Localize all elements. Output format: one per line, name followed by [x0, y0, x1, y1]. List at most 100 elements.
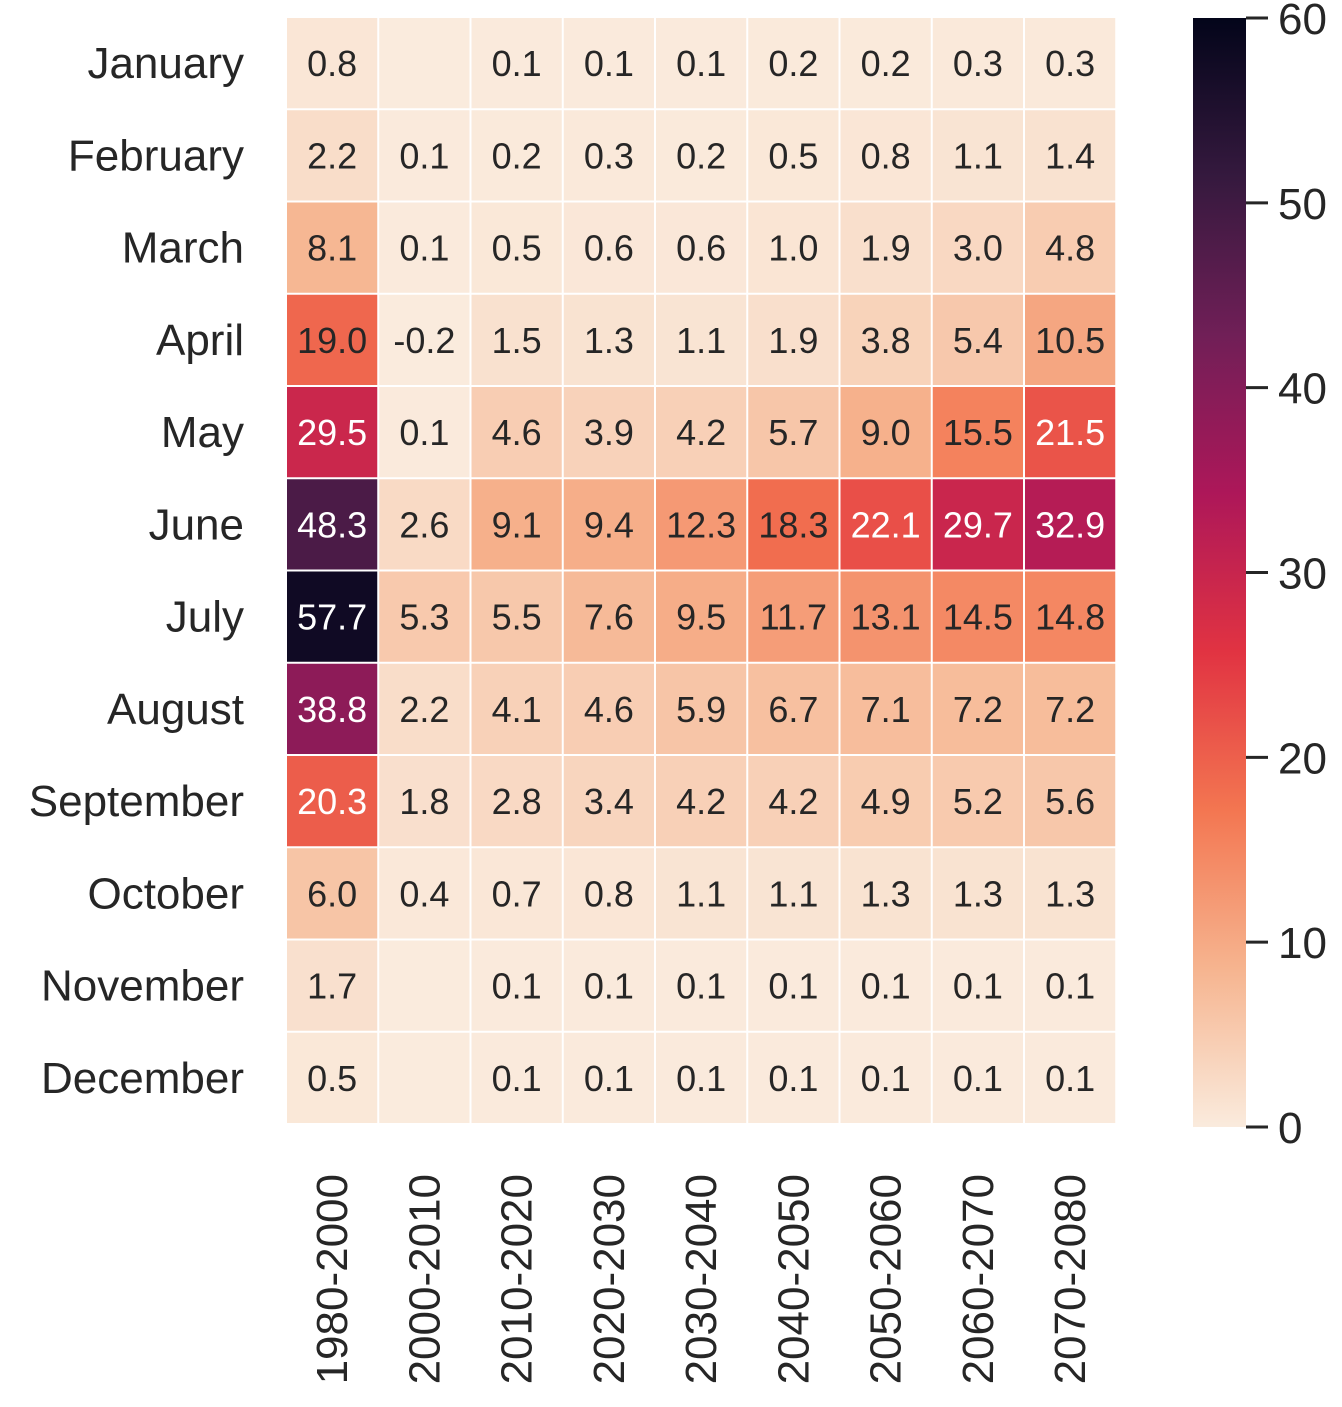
heatmap-cell — [1025, 1032, 1116, 1123]
heatmap-cell — [1025, 940, 1116, 1031]
heatmap-cell — [287, 848, 378, 939]
cell-label: 0.1 — [768, 1058, 818, 1099]
heatmap-cell — [748, 663, 839, 754]
column-label-2070-2080: 2070-2080 — [1046, 1174, 1095, 1384]
heatmap-cell — [471, 294, 562, 385]
cell-label: 0.1 — [584, 1058, 634, 1099]
cell-label: 4.9 — [861, 781, 911, 822]
colorbar: 0 10 20 30 40 50 60 — [1193, 0, 1327, 1153]
colorbar-ticks: 0 10 20 30 40 50 60 — [1246, 0, 1327, 1153]
heatmap-cell — [656, 294, 747, 385]
heatmap-cell — [471, 1032, 562, 1123]
cell-label: 0.7 — [492, 873, 542, 914]
cell-label: 9.0 — [861, 412, 911, 453]
heatmap-cell — [748, 848, 839, 939]
heatmap-cell — [932, 1032, 1023, 1123]
heatmap-cell — [287, 479, 378, 570]
heatmap-cell — [471, 940, 562, 1031]
heatmap-cell — [748, 387, 839, 478]
heatmap-cell — [840, 571, 931, 662]
heatmap-cell — [656, 663, 747, 754]
colorbar-gradient — [1193, 18, 1246, 1127]
heatmap-cell — [287, 756, 378, 847]
heatmap-cell — [932, 18, 1023, 109]
heatmap-cell — [656, 387, 747, 478]
heatmap-cell — [563, 18, 654, 109]
cell-label: 0.2 — [676, 135, 726, 176]
column-label-2000-2010: 2000-2010 — [400, 1174, 449, 1384]
heatmap-cell — [379, 294, 470, 385]
cell-label: 14.8 — [1035, 597, 1105, 638]
heatmap-cell — [287, 940, 378, 1031]
heatmap-cell — [471, 202, 562, 293]
heatmap-cell — [932, 940, 1023, 1031]
heatmap-cell — [748, 756, 839, 847]
cell-label: 0.1 — [768, 966, 818, 1007]
cell-label: 5.3 — [399, 597, 449, 638]
cell-label: 4.6 — [492, 412, 542, 453]
cell-label: 2.6 — [399, 504, 449, 545]
cell-label: 1.1 — [768, 873, 818, 914]
heatmap-cell — [932, 663, 1023, 754]
heatmap-cell — [748, 1032, 839, 1123]
heatmap-cell — [840, 110, 931, 201]
colorbar-tick-label: 40 — [1278, 365, 1327, 414]
cell-label: 1.9 — [861, 228, 911, 269]
heatmap-cell — [287, 387, 378, 478]
heatmap-cell — [1025, 18, 1116, 109]
heatmap-cell — [379, 1032, 470, 1123]
cell-label: 1.4 — [1045, 135, 1095, 176]
cell-label: 0.5 — [492, 228, 542, 269]
heatmap-cell — [748, 294, 839, 385]
cell-label: 18.3 — [758, 504, 828, 545]
cell-label: 9.5 — [676, 597, 726, 638]
cell-label: 3.0 — [953, 228, 1003, 269]
cell-label: 0.1 — [1045, 1058, 1095, 1099]
cell-label: 1.3 — [584, 320, 634, 361]
colorbar-tick-label: 50 — [1278, 180, 1327, 229]
heatmap-cell — [656, 18, 747, 109]
column-label-2050-2060: 2050-2060 — [862, 1174, 911, 1384]
cell-label: 0.4 — [399, 873, 449, 914]
heatmap-cell — [379, 110, 470, 201]
heatmap-cell — [840, 294, 931, 385]
cell-label: 10.5 — [1035, 320, 1105, 361]
heatmap-cell — [748, 571, 839, 662]
column-label-2020-2030: 2020-2030 — [585, 1174, 634, 1384]
cell-label: 8.1 — [307, 228, 357, 269]
heatmap-cell — [563, 110, 654, 201]
cell-label: 29.5 — [297, 412, 367, 453]
cell-label: 48.3 — [297, 504, 367, 545]
cell-label: 0.2 — [768, 43, 818, 84]
cell-label: 1.1 — [676, 320, 726, 361]
cell-label: 0.8 — [584, 873, 634, 914]
heatmap-cell — [287, 294, 378, 385]
cell-label: 1.3 — [1045, 873, 1095, 914]
cell-label: 5.2 — [953, 781, 1003, 822]
cell-label: 5.4 — [953, 320, 1003, 361]
heatmap-cell — [471, 18, 562, 109]
column-label-2010-2020: 2010-2020 — [493, 1174, 542, 1384]
cell-label: 0.5 — [768, 135, 818, 176]
heatmap-cell — [1025, 571, 1116, 662]
cell-label: 3.9 — [584, 412, 634, 453]
cell-label: 7.2 — [953, 689, 1003, 730]
cell-label: 20.3 — [297, 781, 367, 822]
cell-label: 12.3 — [666, 504, 736, 545]
heatmap-cell — [840, 848, 931, 939]
heatmap-cell — [563, 202, 654, 293]
cell-label: 0.1 — [584, 966, 634, 1007]
cell-label: 7.2 — [1045, 689, 1095, 730]
row-label-june: June — [149, 500, 244, 549]
row-label-april: April — [156, 316, 244, 365]
cell-label: 4.2 — [676, 412, 726, 453]
cell-label: 4.2 — [768, 781, 818, 822]
heatmap-cell — [379, 387, 470, 478]
cell-label: 0.1 — [1045, 966, 1095, 1007]
cell-label: 5.5 — [492, 597, 542, 638]
cell-label: -0.2 — [393, 320, 455, 361]
cell-label: 0.3 — [953, 43, 1003, 84]
cell-label: 5.9 — [676, 689, 726, 730]
cell-label: 0.1 — [676, 43, 726, 84]
cell-label: 0.1 — [676, 1058, 726, 1099]
